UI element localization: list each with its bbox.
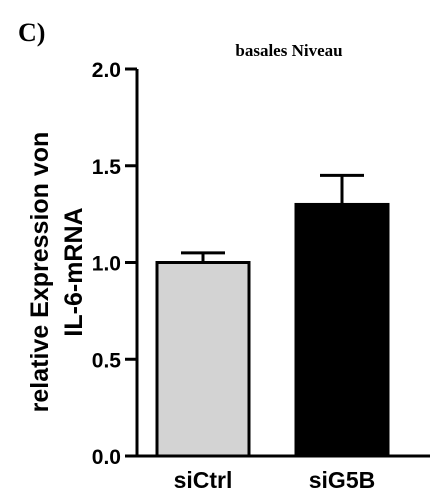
bar-siCtrl [155, 261, 251, 458]
y-axis-label-line-1: relative Expression von [26, 132, 54, 413]
x-tick-label: siG5B [309, 467, 375, 493]
y-ticks: 0.0 0.5 1.0 1.5 2.0 [92, 59, 137, 469]
bar-siG5B [294, 202, 390, 458]
y-tick-label: 0.0 [92, 446, 121, 469]
y-axis-label-line-2: IL-6-mRNA [60, 207, 88, 336]
y-tick-label: 0.5 [92, 349, 122, 372]
x-tick-label: siCtrl [174, 467, 233, 493]
y-axis-label: relative Expression von IL-6-mRNA [26, 132, 88, 413]
y-tick-label: 1.5 [92, 156, 122, 179]
panel-label: C) [18, 18, 45, 47]
y-tick-label: 2.0 [92, 59, 121, 82]
bars [155, 173, 390, 458]
y-tick-label: 1.0 [92, 253, 121, 276]
x-tick-labels: siCtrl siG5B [174, 467, 376, 493]
chart-title: basales Niveau [235, 41, 342, 60]
